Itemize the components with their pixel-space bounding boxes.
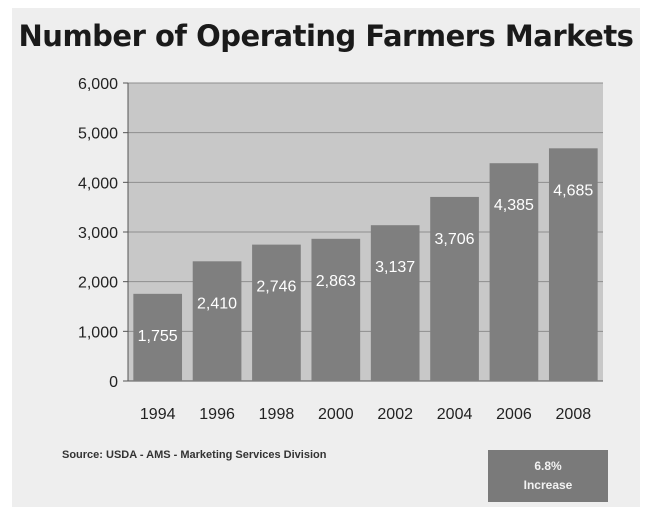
bar bbox=[430, 196, 479, 381]
chart-title: Number of Operating Farmers Markets bbox=[18, 19, 634, 53]
bar-value-label: 2,863 bbox=[316, 273, 356, 290]
bar-value-label: 1,755 bbox=[138, 328, 178, 345]
bar bbox=[548, 148, 598, 381]
bar bbox=[489, 163, 539, 381]
bar bbox=[311, 238, 361, 381]
increase-badge: 6.8% Increase bbox=[488, 450, 608, 502]
bar-value-label: 4,385 bbox=[494, 197, 534, 214]
bar-value-label: 4,685 bbox=[553, 182, 593, 199]
x-tick-label: 1996 bbox=[199, 406, 235, 423]
x-tick-label: 1994 bbox=[140, 406, 176, 423]
badge-label: Increase bbox=[523, 478, 573, 492]
bar-value-label: 3,137 bbox=[375, 259, 415, 276]
x-tick-label: 2006 bbox=[496, 406, 532, 423]
bar bbox=[192, 261, 242, 381]
y-tick-label: 4,000 bbox=[78, 175, 118, 192]
y-tick-label: 2,000 bbox=[78, 275, 118, 292]
source-note: Source: USDA - AMS - Marketing Services … bbox=[62, 449, 327, 461]
x-tick-label: 2000 bbox=[318, 406, 354, 423]
bar-value-label: 3,706 bbox=[435, 231, 475, 248]
x-tick-label: 2008 bbox=[556, 406, 592, 423]
bar-value-label: 2,746 bbox=[256, 279, 296, 296]
bar bbox=[133, 293, 183, 381]
bar bbox=[252, 244, 301, 381]
y-tick-label: 0 bbox=[109, 374, 118, 391]
y-tick-label: 3,000 bbox=[78, 225, 118, 242]
x-tick-label: 1998 bbox=[259, 406, 295, 423]
x-tick-label: 2002 bbox=[377, 406, 413, 423]
y-tick-label: 1,000 bbox=[78, 324, 118, 341]
y-tick-label: 6,000 bbox=[78, 76, 118, 93]
x-tick-label: 2004 bbox=[437, 406, 473, 423]
bar bbox=[370, 225, 420, 381]
y-tick-label: 5,000 bbox=[78, 126, 118, 143]
bar-value-label: 2,410 bbox=[197, 295, 237, 312]
badge-percent: 6.8% bbox=[534, 459, 562, 474]
